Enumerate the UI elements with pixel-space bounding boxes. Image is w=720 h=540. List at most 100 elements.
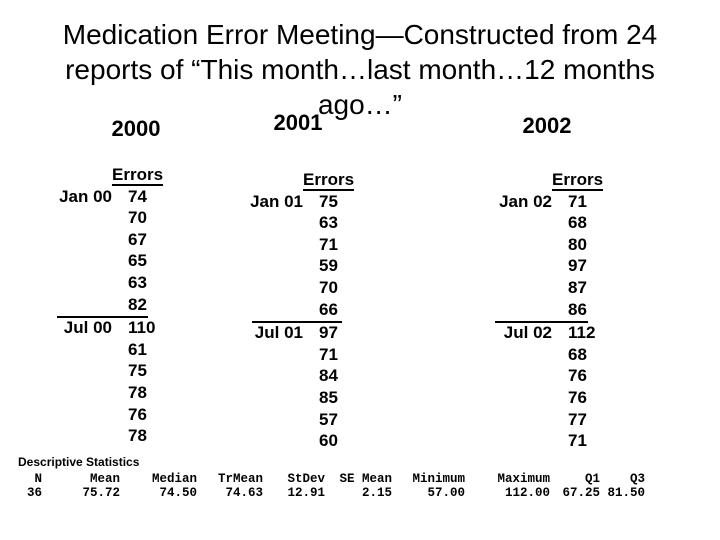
table-row: Jul 00 110 [40, 318, 163, 340]
row-value: 80 [568, 234, 587, 254]
row-value: 71 [319, 234, 338, 254]
row-value: 63 [319, 213, 338, 233]
descriptive-statistics-block: Descriptive Statistics N Mean Median TrM… [18, 455, 645, 500]
table-row: 66 [231, 300, 354, 322]
row-value: 66 [319, 299, 338, 319]
row-value: 75 [319, 191, 338, 211]
row-value: 71 [319, 344, 338, 364]
row-label [231, 345, 303, 367]
stat-name-mean: Mean [89, 472, 120, 486]
table-row: Jan 00 74 [40, 187, 163, 209]
row-value: 112 [568, 323, 596, 343]
errors-header-2002: Errors [552, 170, 604, 191]
row-value: 60 [319, 431, 338, 451]
row-value: 76 [568, 387, 587, 407]
row-value: 63 [128, 272, 147, 292]
table-row: 75 [40, 361, 163, 383]
row-value: 97 [568, 256, 587, 276]
table-row: 77 [480, 410, 603, 432]
row-label: Jan 00 [59, 186, 112, 206]
table-row: 76 [480, 366, 603, 388]
row-value: 87 [568, 277, 587, 297]
table-header: Errors [552, 170, 604, 192]
stat-value-q1: 67.25 [562, 486, 600, 500]
stat-value-n: 36 [26, 486, 42, 500]
title-line-2: reports of “This month…last month…12 mon… [65, 54, 655, 85]
stat-name-semean: SE Mean [339, 472, 392, 486]
year-label-2000: 2000 [111, 116, 161, 141]
table-row: 61 [40, 340, 163, 362]
row-value: 75 [128, 361, 147, 381]
row-value: 97 [319, 323, 338, 343]
stat-value-maximum: 112.00 [504, 486, 550, 500]
row-label [40, 295, 112, 317]
row-value: 85 [319, 387, 338, 407]
table-row: Jul 02 112 [480, 323, 603, 345]
table-row: 63 [40, 273, 163, 295]
row-value: 70 [319, 277, 338, 297]
table-row: 70 [40, 208, 163, 230]
title-line-1: Medication Error Meeting—Constructed fro… [62, 19, 658, 50]
table-row: 68 [480, 345, 603, 367]
row-label [480, 388, 552, 410]
table-row: 70 [231, 278, 354, 300]
table-row: 78 [40, 383, 163, 405]
errors-table-2001: Errors Jan 01 75 63 71 59 70 66 Jul 01 97 … [231, 170, 355, 453]
errors-table-2002: Errors Jan 02 71 68 80 97 87 86 Jul 02 112… [480, 170, 604, 453]
row-value: 71 [568, 431, 587, 451]
row-value: 68 [568, 344, 587, 364]
row-label [231, 300, 303, 322]
stat-name-n: N [34, 472, 42, 486]
row-label [40, 208, 112, 230]
stat-value-median: 74.50 [159, 486, 197, 500]
stat-name-maximum: Maximum [497, 472, 550, 486]
table-row: 84 [231, 366, 354, 388]
row-value: 70 [128, 208, 147, 228]
row-label [40, 230, 112, 252]
stats-title: Descriptive Statistics [18, 455, 140, 469]
row-label [231, 235, 303, 257]
row-label [480, 366, 552, 388]
stat-value-semean: 2.15 [361, 486, 392, 500]
row-value: 67 [128, 229, 147, 249]
row-label [231, 278, 303, 300]
table-row: 80 [480, 235, 603, 257]
row-value: 59 [319, 256, 338, 276]
row-value: 57 [319, 409, 338, 429]
table-row: 97 [480, 256, 603, 278]
stats-header-row: N Mean Median TrMean StDev SE Mean Minim… [18, 472, 645, 486]
row-label [40, 426, 112, 448]
stats-value-row: 36 75.72 74.50 74.63 12.91 2.15 57.00 11… [18, 486, 645, 500]
stat-name-q3: Q3 [629, 472, 645, 486]
row-label [40, 361, 112, 383]
row-value: 68 [568, 213, 587, 233]
half-year-divider-line [495, 321, 588, 324]
errors-header-2001: Errors [303, 170, 355, 191]
row-value: 86 [568, 299, 587, 319]
row-value: 76 [568, 366, 587, 386]
stat-name-median: Median [151, 472, 197, 486]
row-label [40, 273, 112, 295]
row-label [480, 431, 552, 453]
row-label [231, 410, 303, 432]
row-value: 77 [568, 409, 587, 429]
table-row: 85 [231, 388, 354, 410]
table-row: 87 [480, 278, 603, 300]
table-row: 78 [40, 426, 163, 448]
stat-name-q1: Q1 [584, 472, 600, 486]
half-year-divider-line [57, 316, 148, 319]
table-row: 76 [40, 405, 163, 427]
slide-title: Medication Error Meeting—Constructed fro… [30, 17, 690, 122]
row-label [480, 410, 552, 432]
row-label [480, 300, 552, 322]
table-row: 59 [231, 256, 354, 278]
table-header: Errors [112, 165, 164, 187]
year-label-2001: 2001 [273, 110, 323, 135]
stat-value-trmean: 74.63 [225, 486, 263, 500]
table-row: 60 [231, 431, 354, 453]
row-label [40, 405, 112, 427]
stat-name-stdev: StDev [287, 472, 325, 486]
row-label [480, 345, 552, 367]
stat-value-stdev: 12.91 [287, 486, 325, 500]
table-row: 71 [231, 235, 354, 257]
